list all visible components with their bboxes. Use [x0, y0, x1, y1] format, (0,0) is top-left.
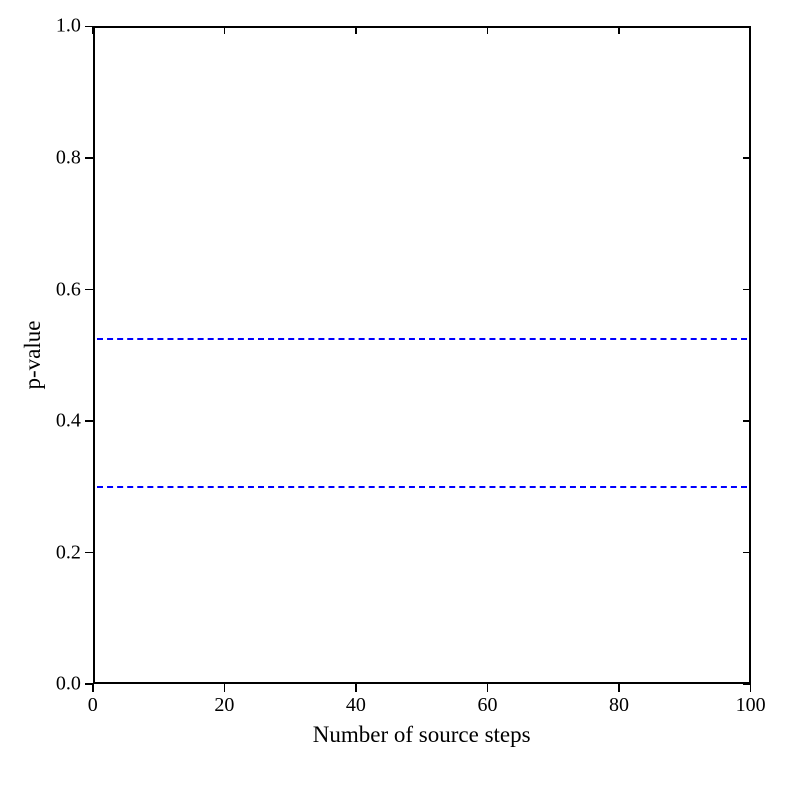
chart-canvas: 0 20 40 60 80 100 0.0 0.2 0.4 0.6 0.8 1.0 Number of …	[0, 0, 792, 792]
x-tick-top	[618, 26, 620, 34]
x-tick-top	[224, 26, 226, 34]
x-tick-label: 40	[346, 694, 366, 717]
y-tick-label: 0.2	[56, 541, 81, 564]
y-tick-right	[743, 420, 751, 422]
y-tick	[85, 420, 93, 422]
y-axis-label: p-value	[20, 321, 46, 390]
x-tick	[750, 684, 752, 692]
y-tick	[85, 289, 93, 291]
y-tick-label: 0.0	[56, 673, 81, 696]
y-tick	[85, 26, 93, 28]
y-tick-right	[743, 552, 751, 554]
upper-threshold	[97, 338, 747, 340]
plot-area	[93, 26, 751, 684]
y-tick-label: 0.8	[56, 146, 81, 169]
x-tick-label: 80	[609, 694, 629, 717]
x-tick-top	[750, 26, 752, 34]
x-tick	[487, 684, 489, 692]
y-tick-right	[743, 26, 751, 28]
x-tick	[618, 684, 620, 692]
x-tick	[355, 684, 357, 692]
y-tick-label: 0.6	[56, 278, 81, 301]
y-tick-right	[743, 683, 751, 685]
x-axis-label: Number of source steps	[313, 722, 531, 748]
x-tick-label: 20	[214, 694, 234, 717]
x-tick-top	[92, 26, 94, 34]
y-tick-right	[743, 157, 751, 159]
y-tick	[85, 552, 93, 554]
x-tick	[92, 684, 94, 692]
lower-threshold	[97, 486, 747, 488]
y-tick-right	[743, 289, 751, 291]
x-tick-top	[355, 26, 357, 34]
x-tick-top	[487, 26, 489, 34]
x-tick-label: 100	[736, 694, 766, 717]
y-tick-label: 0.4	[56, 410, 81, 433]
x-tick-label: 0	[88, 694, 98, 717]
y-tick	[85, 683, 93, 685]
y-tick	[85, 157, 93, 159]
y-tick-label: 1.0	[56, 15, 81, 38]
x-tick	[224, 684, 226, 692]
x-tick-label: 60	[477, 694, 497, 717]
